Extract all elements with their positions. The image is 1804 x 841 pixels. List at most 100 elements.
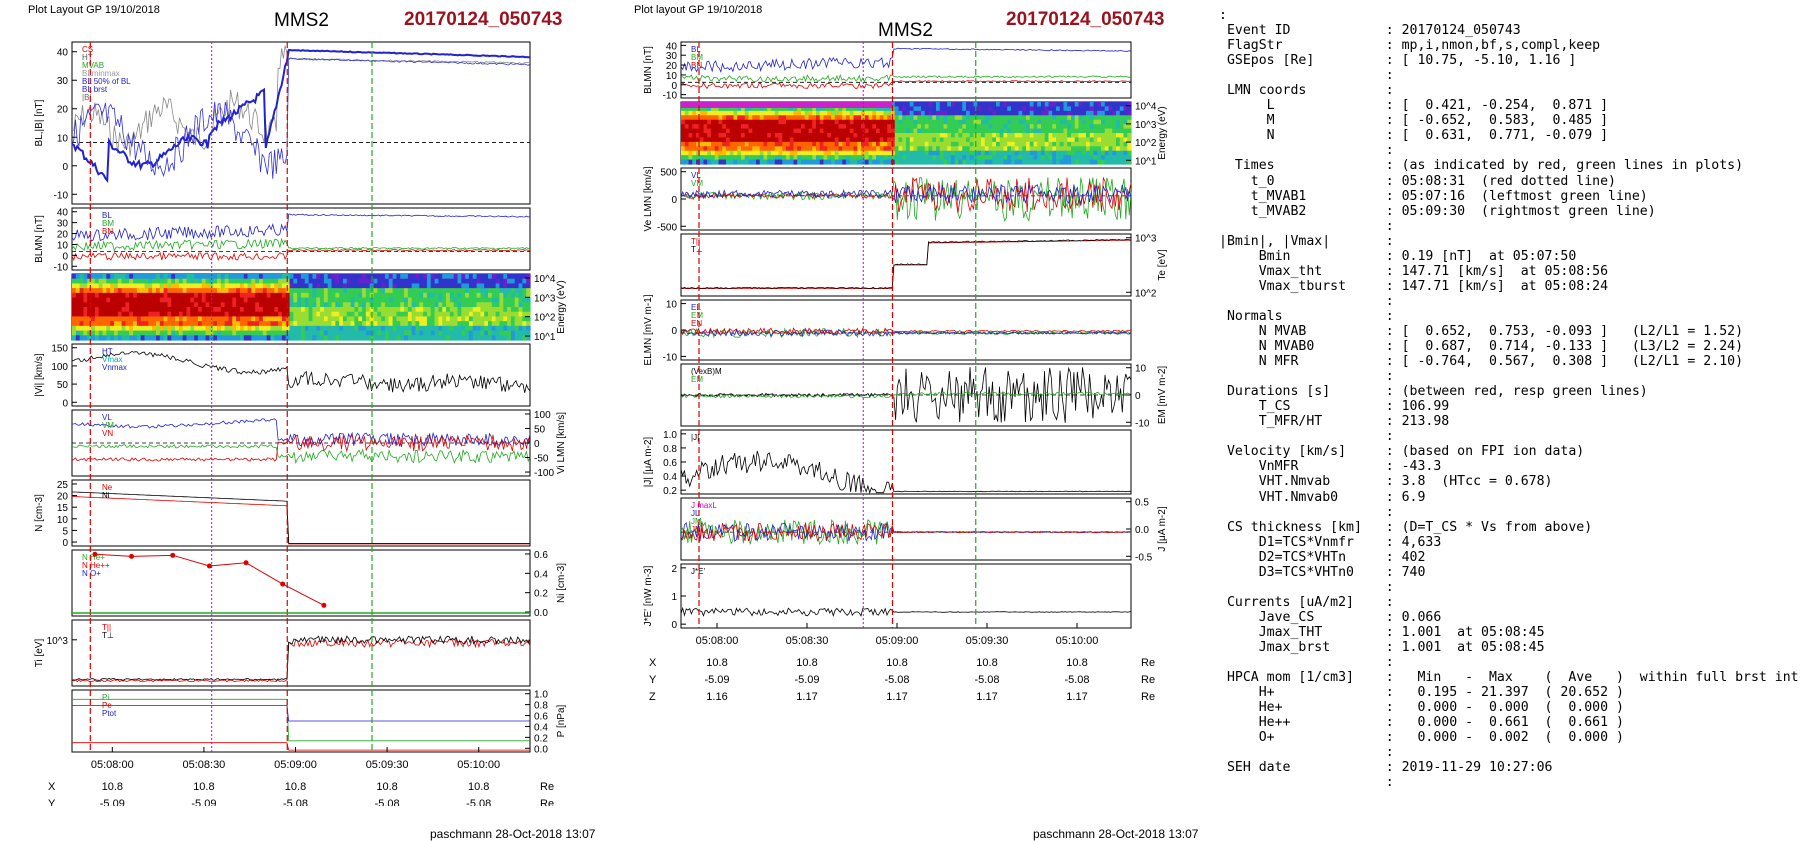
spectrogram-cell — [72, 292, 77, 299]
spectrogram-cell — [468, 292, 474, 299]
spectrogram-cell — [323, 288, 329, 294]
axis-tick-label: 0 — [1135, 391, 1141, 402]
spectrogram-cell — [767, 119, 772, 125]
spectrogram-cell — [726, 119, 731, 125]
spectrogram-cell — [484, 335, 489, 341]
spectrogram-cell — [339, 307, 344, 313]
spectrogram-cell — [159, 288, 165, 294]
spectrogram-cell — [327, 274, 333, 280]
spectrogram-cell — [876, 106, 881, 112]
spectrogram-cell — [962, 155, 967, 161]
spectrogram-cell — [868, 106, 873, 112]
spectrogram-cell — [759, 155, 765, 161]
spectrogram-cell — [182, 292, 188, 299]
spectrogram-cell — [392, 274, 398, 280]
spectrogram-cell — [488, 335, 493, 341]
y-axis-label: Ve LMN [km/s] — [643, 166, 654, 231]
spectrogram-cell — [136, 292, 142, 299]
spectrogram-cell — [358, 311, 363, 318]
spectrogram-cell — [857, 124, 862, 130]
spectrogram-cell — [262, 297, 268, 303]
spectrogram-cell — [793, 137, 798, 143]
spectrogram-cell — [476, 330, 481, 336]
legend-entry: EL — [691, 303, 701, 312]
spectrogram-cell — [981, 110, 986, 116]
spectrogram-cell — [1104, 133, 1110, 139]
spectrogram-cell — [316, 274, 321, 280]
spectrogram-cell — [323, 321, 329, 327]
spectrogram-cell — [1003, 150, 1008, 156]
spectrogram-cell — [996, 133, 1001, 139]
spectrogram-cell — [125, 321, 130, 327]
spectrogram-cell — [902, 119, 907, 125]
spectrogram-cell — [988, 155, 993, 161]
spectrogram-cell — [384, 288, 390, 294]
spectrogram-cell — [239, 311, 245, 318]
summary-line: Durations [s] : (between red, resp green… — [1219, 384, 1648, 400]
spectrogram-cell — [1052, 124, 1057, 130]
spectrogram-cell — [197, 297, 203, 303]
spectrogram-cell — [507, 330, 512, 336]
spectrogram-cell — [228, 288, 233, 294]
spectrogram-cell — [377, 307, 382, 313]
spectrogram-cell — [434, 278, 439, 285]
spectrogram-cell — [220, 311, 226, 318]
spectrogram-cell — [1056, 137, 1061, 143]
spectrogram-cell — [369, 307, 375, 313]
spectrogram-cell — [756, 137, 761, 143]
spectrogram-cell — [756, 124, 761, 130]
spectrogram-cell — [278, 288, 283, 294]
spectrogram-cell — [789, 159, 795, 165]
spectrogram-cell — [767, 150, 772, 156]
spectrogram-cell — [1078, 146, 1083, 152]
spectrogram-cell — [320, 274, 325, 280]
spectrogram-cell — [224, 288, 230, 294]
spectrogram-cell — [793, 119, 798, 125]
spectrogram-cell — [392, 316, 398, 322]
spectrogram-cell — [129, 325, 134, 332]
spectrogram-cell — [148, 321, 153, 327]
spectrogram-cell — [79, 335, 85, 341]
spectrogram-cell — [1123, 141, 1128, 147]
spectrogram-cell — [400, 321, 405, 327]
spectrogram-cell — [228, 321, 233, 327]
spectrogram-cell — [707, 128, 712, 134]
spectrogram-cell — [301, 302, 306, 308]
spectrogram-cell — [774, 110, 780, 116]
spectrogram-cell — [1003, 128, 1008, 134]
spectrogram-cell — [864, 137, 870, 143]
summary-line: M : [ -0.652, 0.583, 0.485 ] — [1219, 113, 1609, 129]
spectrogram-cell — [1014, 124, 1020, 130]
spectrogram-cell — [491, 330, 497, 336]
spectrogram-cell — [741, 115, 746, 121]
spectrogram-cell — [789, 128, 795, 134]
spectrogram-cell — [472, 316, 478, 322]
spectrogram-cell — [159, 316, 165, 322]
spectrogram-cell — [1086, 155, 1091, 161]
spectrogram-cell — [98, 335, 104, 341]
spectrogram-cell — [518, 325, 523, 332]
spectrogram-cell — [354, 335, 359, 341]
spectrogram-cell — [304, 274, 310, 280]
spectrogram-cell — [816, 115, 821, 121]
spectrogram-cell — [106, 311, 111, 318]
spectrogram-cell — [430, 297, 436, 303]
spectrogram-cell — [247, 292, 252, 299]
spectrogram-cell — [1063, 106, 1068, 112]
spectrogram-cell — [278, 330, 283, 336]
spectrogram-cell — [331, 335, 336, 341]
spectrogram-cell — [270, 330, 275, 336]
axis-tick-label: 0.4 — [534, 569, 548, 580]
spectrogram-cell — [407, 292, 413, 299]
spectrogram-cell — [823, 128, 828, 134]
spectrogram-cell — [339, 316, 344, 322]
spectrogram-cell — [342, 297, 348, 303]
spectrogram-cell — [812, 124, 817, 130]
spectrogram-cell — [136, 302, 142, 308]
spectrogram-cell — [236, 297, 241, 303]
spectrogram-cell — [484, 311, 489, 318]
spectrogram-cell — [1101, 119, 1106, 125]
spectrogram-cell — [969, 146, 975, 152]
spectrogram-cell — [943, 141, 948, 147]
spectrogram-cell — [816, 106, 821, 112]
